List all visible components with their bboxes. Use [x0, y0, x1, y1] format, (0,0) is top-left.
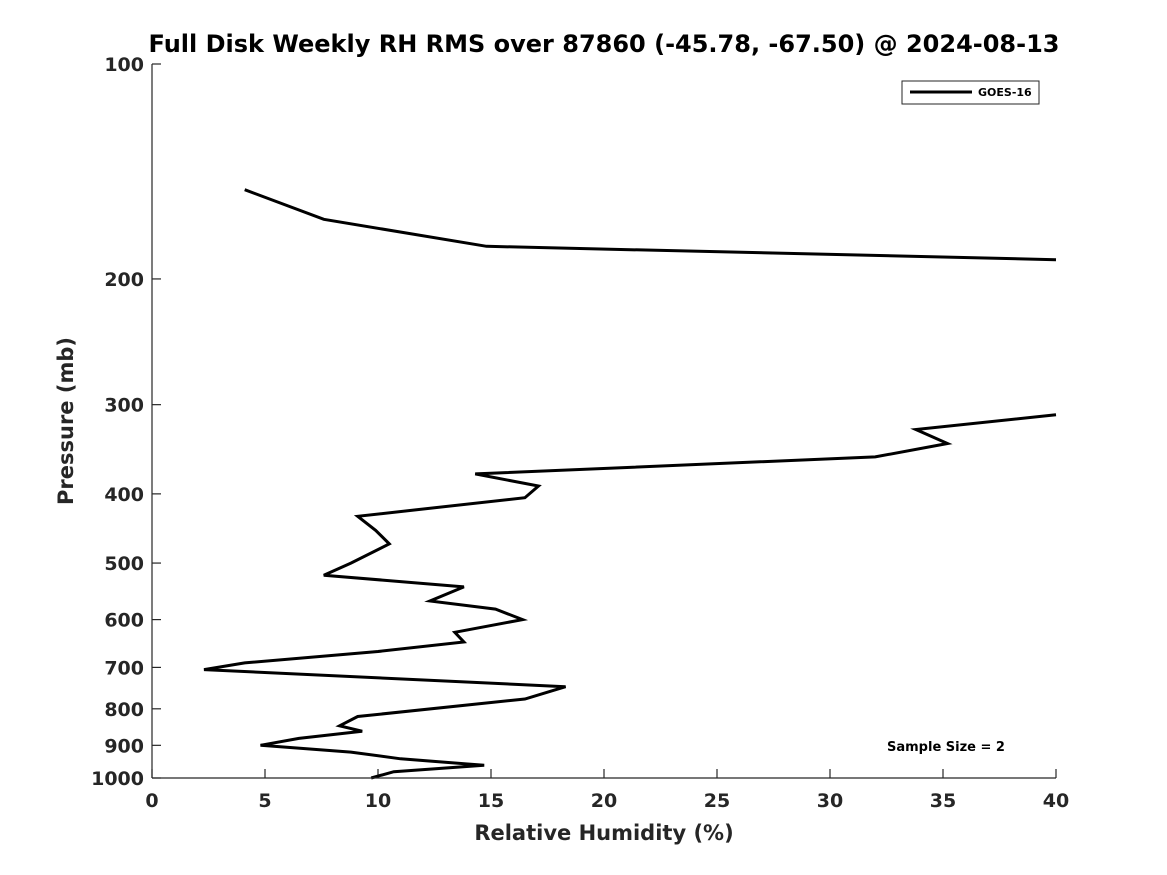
x-axis-label: Relative Humidity (%) — [474, 821, 733, 845]
y-tick-label: 600 — [104, 610, 144, 632]
y-tick-label: 800 — [104, 699, 144, 721]
x-tick-label: 40 — [1043, 790, 1069, 812]
y-tick-label: 900 — [104, 735, 144, 757]
x-tick-label: 25 — [704, 790, 730, 812]
y-tick-label: 300 — [104, 395, 144, 417]
y-tick-label: 500 — [104, 553, 144, 575]
y-tick-label: 1000 — [91, 768, 144, 790]
x-tick-labels: 0 5 10 15 20 25 30 35 40 — [145, 790, 1069, 812]
series-line-goes-16 — [203, 188, 1057, 780]
y-tick-label: 400 — [104, 484, 144, 506]
chart-title: Full Disk Weekly RH RMS over 87860 (-45.… — [149, 30, 1060, 58]
x-tick-label: 10 — [365, 790, 391, 812]
x-tick-label: 0 — [145, 790, 158, 812]
y-tick-label: 200 — [104, 269, 144, 291]
legend-label-goes-16: GOES-16 — [978, 86, 1032, 99]
x-tick-label: 20 — [591, 790, 617, 812]
y-tick-label: 100 — [104, 54, 144, 76]
x-tick-label: 35 — [930, 790, 956, 812]
y-tick-label: 700 — [104, 657, 144, 679]
y-tick-labels: 100 200 300 400 500 600 700 800 900 1000 — [91, 54, 144, 790]
legend: GOES-16 — [901, 80, 1040, 105]
x-tick-label: 5 — [258, 790, 271, 812]
x-tick-label: 30 — [817, 790, 843, 812]
y-axis-label: Pressure (mb) — [54, 337, 78, 505]
x-tick-label: 15 — [478, 790, 504, 812]
sample-size-annotation: Sample Size = 2 — [887, 740, 1005, 755]
